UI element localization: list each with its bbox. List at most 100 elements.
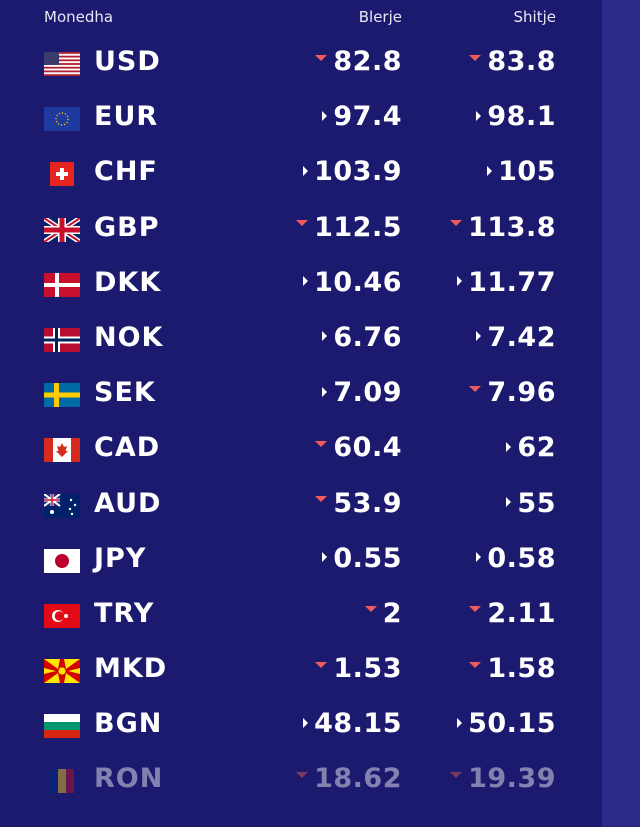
buy-rate: 60.4 (315, 432, 402, 463)
tr-flag-icon (44, 603, 80, 628)
currency-column-header: Monedha (44, 8, 114, 26)
sell-rate: 105 (487, 156, 556, 187)
jp-flag-icon (44, 548, 80, 573)
sell-rate: 55 (506, 488, 556, 519)
buy-rate-value: 1.53 (333, 653, 402, 685)
buy-rate-value: 0.55 (333, 542, 402, 574)
no-flag-icon (44, 327, 80, 352)
buy-rate-value: 82.8 (333, 46, 402, 77)
currency-code: EUR (94, 101, 159, 133)
trend-neutral-icon (506, 441, 512, 452)
sell-column-header: Shitje (513, 8, 556, 26)
rate-row-jpy: JPY 0.55 0.58 (0, 531, 602, 586)
trend-neutral-icon (303, 717, 309, 728)
buy-rate-value: 103.9 (314, 156, 402, 188)
eu-flag-icon (44, 107, 80, 132)
buy-rate: 48.15 (303, 708, 402, 739)
currency-code: MKD (94, 653, 168, 685)
trend-down-icon (296, 220, 309, 227)
currency-code: AUD (94, 487, 162, 519)
sell-rate-value: 50.15 (468, 708, 556, 740)
trend-down-icon (469, 661, 482, 668)
gb-flag-icon (44, 217, 80, 242)
buy-rate-value: 48.15 (314, 708, 402, 740)
trend-neutral-icon (303, 276, 309, 287)
currency-code: SEK (94, 377, 156, 409)
trend-neutral-icon (322, 386, 328, 397)
rate-row-ron: RON 18.62 19.39 (0, 751, 602, 806)
trend-neutral-icon (476, 552, 482, 563)
trend-neutral-icon (303, 165, 309, 176)
sell-rate-value: 83.8 (487, 46, 556, 77)
us-flag-icon (44, 52, 80, 76)
sell-rate-value: 2.11 (487, 597, 556, 629)
currency-code: JPY (94, 542, 147, 574)
buy-rate: 2 (364, 597, 402, 629)
rate-row-chf: CHF 103.9 105 (0, 144, 602, 199)
buy-rate: 112.5 (296, 212, 402, 243)
buy-rate-value: 60.4 (333, 432, 402, 464)
trend-down-icon (364, 606, 377, 613)
currency-code: GBP (94, 211, 160, 243)
buy-rate-value: 10.46 (314, 266, 402, 298)
sell-rate-value: 11.77 (468, 266, 556, 298)
ca-flag-icon (44, 438, 80, 463)
dk-flag-icon (44, 272, 80, 297)
sell-rate-value: 62 (517, 432, 556, 464)
buy-rate-value: 97.4 (333, 101, 402, 133)
sell-rate: 0.58 (476, 543, 556, 574)
rate-row-gbp: GBP 112.5 113.8 (0, 200, 602, 255)
trend-down-icon (296, 771, 309, 778)
rate-row-nok: NOK 6.76 7.42 (0, 310, 602, 365)
sell-rate: 2.11 (469, 598, 556, 629)
buy-rate: 103.9 (303, 156, 402, 187)
sell-rate: 1.58 (469, 653, 556, 684)
buy-rate: 97.4 (322, 101, 402, 132)
rate-row-mkd: MKD 1.53 1.58 (0, 641, 602, 696)
ro-flag-icon (44, 769, 80, 794)
sell-rate: 7.42 (476, 322, 556, 353)
buy-rate: 0.55 (322, 543, 402, 574)
sell-rate-value: 1.58 (487, 653, 556, 685)
sell-rate-value: 0.58 (487, 542, 556, 574)
sell-rate: 113.8 (450, 212, 556, 243)
currency-code: RON (94, 763, 164, 795)
rate-row-bgn: BGN 48.15 50.15 (0, 696, 602, 751)
buy-rate: 10.46 (303, 267, 402, 298)
rate-rows: USD 82.8 83.8 EUR 97.4 98.1 CHF 103.9 105 GBP 112.… (0, 34, 602, 807)
buy-rate: 6.76 (322, 322, 402, 353)
sell-rate-value: 55 (517, 487, 556, 519)
mk-flag-icon (44, 659, 80, 684)
rate-row-eur: EUR 97.4 98.1 (0, 89, 602, 144)
trend-down-icon (315, 496, 328, 502)
buy-rate: 82.8 (315, 46, 402, 77)
sell-rate: 62 (506, 432, 556, 463)
buy-rate: 53.9 (315, 488, 402, 519)
trend-down-icon (315, 440, 328, 447)
rate-row-dkk: DKK 10.46 11.77 (0, 255, 602, 310)
sell-rate: 7.96 (469, 377, 556, 408)
trend-down-icon (450, 771, 463, 778)
buy-rate: 18.62 (296, 763, 402, 794)
buy-rate: 1.53 (315, 653, 402, 684)
side-panel (602, 0, 640, 827)
buy-rate-value: 2 (382, 597, 402, 629)
sell-rate-value: 7.96 (487, 377, 556, 409)
rate-row-cad: CAD 60.4 62 (0, 420, 602, 475)
sell-rate-value: 7.42 (487, 321, 556, 353)
currency-code: USD (94, 46, 161, 77)
buy-rate-value: 6.76 (333, 321, 402, 353)
sell-rate-value: 113.8 (468, 211, 556, 243)
trend-neutral-icon (457, 276, 463, 287)
buy-rate: 7.09 (322, 377, 402, 408)
ch-flag-icon (44, 162, 80, 187)
buy-rate-value: 18.62 (314, 763, 402, 795)
currency-code: BGN (94, 708, 163, 740)
rate-row-try: TRY 2 2.11 (0, 586, 602, 641)
trend-neutral-icon (322, 552, 328, 563)
bg-flag-icon (44, 714, 80, 739)
sell-rate: 98.1 (476, 101, 556, 132)
trend-down-icon (315, 661, 328, 668)
buy-rate-value: 7.09 (333, 377, 402, 409)
